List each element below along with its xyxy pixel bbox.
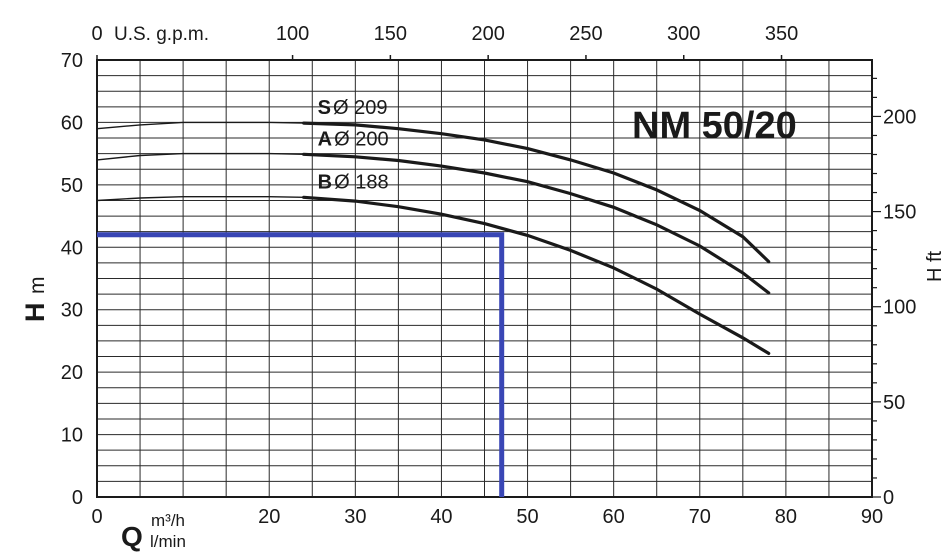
chart-title: NM 50/20 <box>632 105 797 147</box>
x-tick-label: 70 <box>689 506 711 528</box>
grid <box>97 60 872 497</box>
y-tick-label: 0 <box>72 487 83 509</box>
y-tick-label: 50 <box>61 175 83 197</box>
y-tick-label: 60 <box>61 112 83 134</box>
x-tick-label: 0 <box>91 506 102 528</box>
curve-label-letter: A <box>318 128 332 150</box>
y-axis-title-unit: m <box>26 277 49 295</box>
top-tick-label: 150 <box>374 23 407 45</box>
curve-a-low-flow <box>96 152 304 161</box>
duty-point-lines <box>97 232 505 497</box>
top-tick-label: 300 <box>667 23 700 45</box>
top-tick-label: 100 <box>276 23 309 45</box>
x-axis-unit-bottom: l/min <box>150 532 186 551</box>
right-tick-label: 100 <box>883 297 916 319</box>
x-axis-title-q: Q <box>121 521 143 552</box>
y-tick-label: 70 <box>61 50 83 72</box>
top-tick-label: 200 <box>471 23 504 45</box>
right-tick-label: 50 <box>883 392 905 414</box>
right-tick-label: 0 <box>883 487 894 509</box>
top-tick-label: 350 <box>765 23 798 45</box>
x-tick-label: 90 <box>861 506 883 528</box>
y2-axis-title: H ft <box>924 250 946 282</box>
curve-s <box>302 121 771 264</box>
curve-label-diameter: Ø 209 <box>333 97 387 119</box>
curve-a <box>302 152 771 295</box>
y-tick-label: 10 <box>61 425 83 447</box>
curve-label-letter: B <box>318 171 332 193</box>
top-tick-label: 250 <box>569 23 602 45</box>
y-tick-label: 20 <box>61 362 83 384</box>
plot-frame <box>96 59 873 498</box>
y-tick-label: 40 <box>61 237 83 259</box>
top-axis-title: U.S. g.p.m. <box>114 24 209 45</box>
x-tick-label: 40 <box>430 506 452 528</box>
curve-label-diameter: Ø 200 <box>334 128 388 150</box>
x-tick-label: 60 <box>603 506 625 528</box>
x-tick-label: 80 <box>775 506 797 528</box>
curve-b <box>302 195 771 355</box>
x-tick-label: 30 <box>344 506 366 528</box>
right-tick-label: 150 <box>883 202 916 224</box>
curve-s-low-flow <box>96 121 304 130</box>
operating-point-marker <box>97 232 505 497</box>
y-axis-title-h: H <box>20 303 50 323</box>
curve-b-low-flow <box>96 196 304 202</box>
x-tick-label: 50 <box>516 506 538 528</box>
x-axis-unit-top: m³/h <box>151 511 185 530</box>
top-tick-label: 0 <box>91 23 102 45</box>
right-tick-label: 200 <box>883 106 916 128</box>
curve-label-diameter: Ø 188 <box>334 171 388 193</box>
x-tick-label: 20 <box>258 506 280 528</box>
curve-label-letter: S <box>318 97 331 119</box>
y-tick-label: 30 <box>61 300 83 322</box>
